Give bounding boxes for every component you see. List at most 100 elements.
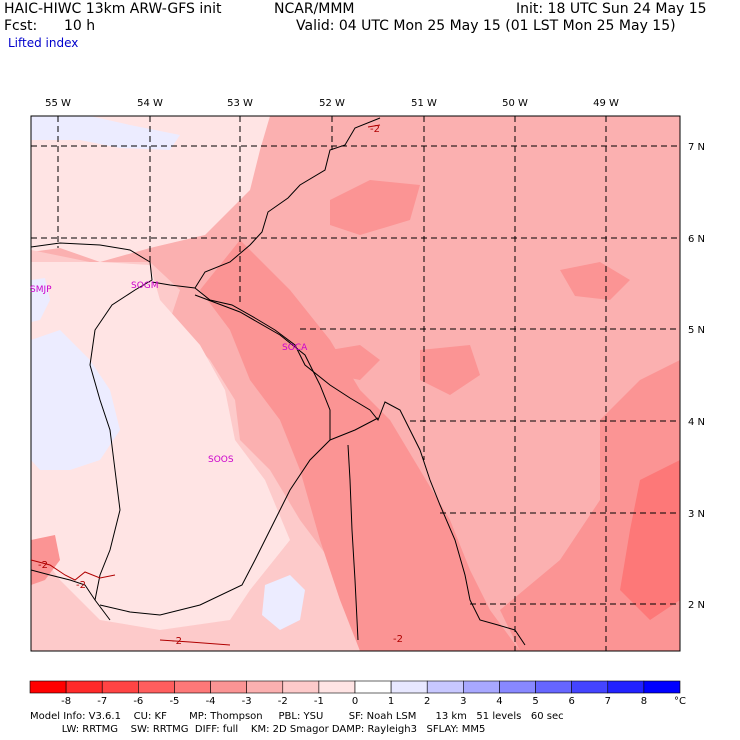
colorbar-cell (210, 680, 247, 694)
colorbar-tick-label: 8 (641, 696, 647, 707)
lat-label: 6 N (688, 234, 705, 245)
colorbar-cell (390, 680, 428, 694)
lon-label: 53 W (227, 98, 253, 109)
colorbar-cell (499, 680, 536, 694)
field-blue-patch-south (262, 575, 305, 630)
colorbar-cell (29, 680, 67, 694)
contour-label: -2 (38, 560, 48, 571)
field-name: Lifted index (8, 36, 79, 50)
field-patch-southwest (31, 535, 60, 585)
colorbar-cell (318, 680, 356, 694)
field-dark-southeast (620, 460, 680, 620)
field-patch-3 (330, 180, 420, 235)
lon-label: 52 W (319, 98, 345, 109)
colorbar-tick-label: 5 (532, 696, 538, 707)
border-french-guiana-east (329, 417, 379, 441)
colorbar-cell (463, 680, 500, 694)
field-pale-interior (31, 262, 290, 630)
colorbar-tick-label: -2 (278, 696, 288, 707)
colorbar-cell (174, 680, 211, 694)
colorbar-cell (571, 680, 609, 694)
colorbar-cell (65, 680, 103, 694)
lon-label: 54 W (137, 98, 163, 109)
forecast-hours: 10 h (64, 18, 96, 34)
init-time: Init: 18 UTC Sun 24 May 15 (516, 1, 707, 17)
colorbar-tick-label: 2 (424, 696, 430, 707)
model-info-line2: LW: RRTMG SW: RRTMG DIFF: full KM: 2D Sm… (30, 724, 486, 735)
border-suriname-fg-north (151, 281, 196, 289)
contour-labels: -2 -2 -2 -2 -2 (38, 124, 403, 647)
contour-label: -2 (370, 124, 380, 135)
contour-north (367, 124, 381, 128)
boundaries (31, 117, 526, 646)
model-info-line1: Model Info: V3.6.1 CU: KF MP: Thompson P… (30, 711, 564, 722)
organization-label: NCAR/MMM (274, 1, 355, 17)
colorbar (29, 680, 681, 694)
lon-label: 51 W (411, 98, 437, 109)
contour-label: -2 (76, 580, 86, 591)
colorbar-tick-label: -1 (314, 696, 324, 707)
field-medium-coastal (200, 240, 520, 651)
colorbar-tick-label: 0 (352, 696, 358, 707)
field-blue-patch-west (31, 330, 120, 470)
lon-label: 49 W (593, 98, 619, 109)
colorbar-tick-label: -3 (242, 696, 252, 707)
lat-label: 5 N (688, 325, 705, 336)
contour-label: -2 (393, 634, 403, 645)
border-southwest (31, 569, 111, 621)
lat-label: 2 N (688, 600, 705, 611)
colorbar-cell (607, 680, 645, 694)
field-patch-4 (560, 262, 630, 300)
lat-label: 7 N (688, 142, 705, 153)
model-title: HAIC-HIWC 13km ARW-GFS init (4, 1, 222, 17)
lifted-index-field (31, 116, 680, 651)
longitude-labels: 55 W 54 W 53 W 52 W 51 W 50 W 49 W (45, 98, 619, 109)
contour-label: -2 (172, 636, 182, 647)
field-patch-1 (330, 345, 380, 380)
colorbar-tick-label: 7 (605, 696, 611, 707)
field-blue-patch-north (31, 116, 180, 150)
coastline (194, 117, 526, 646)
colorbar-tick-label: -6 (133, 696, 143, 707)
colorbar-tick-label: 6 (568, 696, 574, 707)
field-patch-2 (420, 345, 480, 395)
colorbar-tick-label: -5 (169, 696, 179, 707)
colorbar-cell (354, 680, 392, 694)
station-soca: SOCA (282, 343, 308, 353)
contour-south (159, 639, 231, 646)
colorbar-tick-label: -8 (61, 696, 71, 707)
colorbar-cell (643, 680, 681, 694)
forecast-label: Fcst: (4, 18, 38, 34)
latitude-labels: 7 N 6 N 5 N 4 N 3 N 2 N (688, 142, 705, 611)
station-labels: SMJP SOGM SOCA SOOS (30, 281, 308, 465)
map-frame (30, 115, 681, 652)
border-suriname-west (31, 242, 153, 601)
lat-label: 4 N (688, 417, 705, 428)
colorbar-labels: -8 -7 -6 -5 -4 -3 -2 -1 0 1 2 3 4 5 6 7 8 (61, 696, 647, 707)
station-sogm: SOGM (131, 281, 159, 291)
lat-label: 3 N (688, 509, 705, 520)
colorbar-cell (426, 680, 464, 694)
colorbar-cell (282, 680, 320, 694)
field-blue-patch-coast (31, 278, 50, 322)
colorbar-tick-label: -7 (97, 696, 107, 707)
lon-label: 50 W (502, 98, 528, 109)
graticule (31, 116, 680, 651)
valid-time: Valid: 04 UTC Mon 25 May 15 (01 LST Mon … (296, 18, 676, 34)
colorbar-tick-label: 3 (460, 696, 466, 707)
colorbar-cell (101, 680, 139, 694)
colorbar-cell (138, 680, 175, 694)
colorbar-tick-label: -4 (206, 696, 216, 707)
lon-label: 55 W (45, 98, 71, 109)
station-smjp: SMJP (30, 285, 52, 295)
border-french-guiana (99, 294, 331, 616)
station-soos: SOOS (208, 455, 234, 465)
contour-southwest (31, 559, 116, 581)
colorbar-unit: °C (674, 696, 686, 707)
contours (31, 124, 381, 646)
colorbar-cell (246, 680, 284, 694)
colorbar-tick-label: 1 (388, 696, 394, 707)
colorbar-tick-label: 4 (496, 696, 502, 707)
border-brazil-inland (347, 444, 359, 641)
